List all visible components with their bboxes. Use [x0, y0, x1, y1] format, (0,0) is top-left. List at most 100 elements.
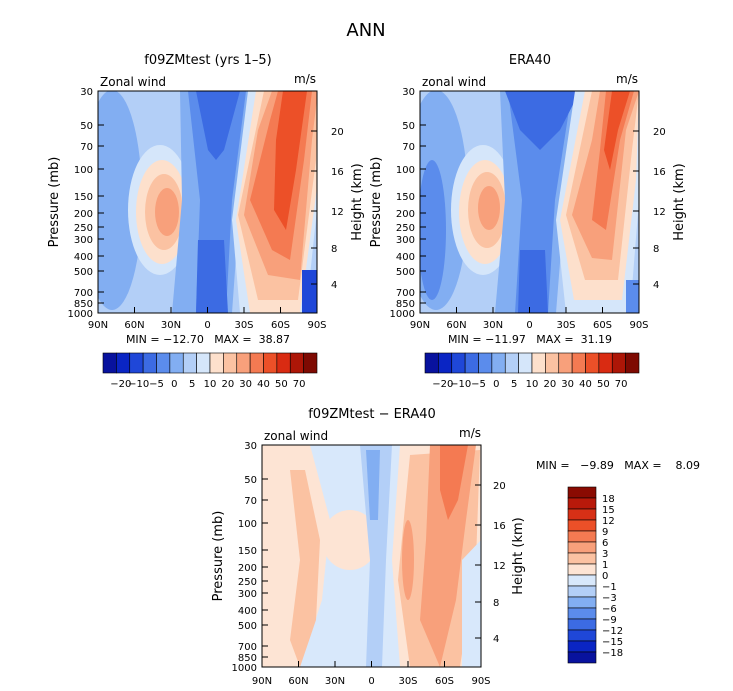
- panel-units: m/s: [616, 72, 638, 86]
- colorbar-swatch: [249, 352, 264, 374]
- colorbar-tick-label: 20: [221, 379, 234, 390]
- y2-tick-label: 20: [331, 127, 344, 138]
- heatmap-field: [420, 91, 639, 313]
- colorbar-tick-label: −18: [602, 648, 623, 659]
- colorbar-tick-label: 12: [602, 516, 615, 527]
- y-axis-label: Pressure (mb): [211, 511, 226, 602]
- colorbar-tick-label: 30: [561, 379, 574, 390]
- colorbar-swatch: [567, 607, 597, 620]
- y2-tick-label: 8: [331, 244, 337, 255]
- colorbar-swatch: [491, 352, 506, 374]
- colorbar-swatch: [567, 486, 597, 499]
- figure-title: ANN: [346, 20, 385, 41]
- y-tick-label: 250: [74, 223, 93, 234]
- colorbar-swatch: [303, 352, 318, 374]
- colorbar-swatch: [116, 352, 131, 374]
- colorbar-swatch: [567, 596, 597, 609]
- y-tick-label: 30: [402, 87, 415, 98]
- colorbar-tick-label: −15: [602, 637, 623, 648]
- colorbar-tick-label: −20: [110, 379, 131, 390]
- y2-axis-label: Height (km): [672, 163, 687, 240]
- colorbar-swatch: [182, 352, 197, 374]
- y-tick-label: 70: [80, 142, 93, 153]
- y-tick-label: 500: [238, 621, 257, 632]
- colorbar-swatch: [531, 352, 546, 374]
- y-tick-label: 50: [402, 121, 415, 132]
- y-tick-label: 100: [396, 165, 415, 176]
- colorbar-tick-label: 9: [602, 527, 608, 538]
- y-axis-pressure: 30 50 70 100 150 200 250 300 400 500 700…: [390, 87, 426, 320]
- panel-model: f09ZMtest (yrs 1–5) Zonal wind m/s 30 5: [47, 53, 365, 346]
- colorbar-swatch: [196, 352, 211, 374]
- x-tick-label: 90N: [88, 320, 108, 331]
- y-tick-label: 100: [238, 519, 257, 530]
- colorbar-tick-label: 3: [602, 549, 608, 560]
- panel-title: f09ZMtest (yrs 1–5): [144, 53, 271, 68]
- y2-axis-height: 20 16 12 8 4: [633, 127, 666, 291]
- y2-axis-height: 20 16 12 8 4: [311, 127, 344, 291]
- colorbar-swatch: [567, 497, 597, 510]
- y-tick-label: 700: [238, 642, 257, 653]
- colorbar-tick-label: 50: [597, 379, 610, 390]
- panel-title: ERA40: [509, 53, 551, 68]
- panel-units: m/s: [459, 426, 481, 440]
- x-tick-label: 60N: [288, 676, 308, 687]
- colorbar-tick-label: −6: [602, 604, 617, 615]
- y-tick-label: 150: [74, 192, 93, 203]
- y2-tick-label: 4: [493, 634, 499, 645]
- x-axis: 90N 60N 30N 0 30S 60S 90S: [88, 307, 327, 331]
- y-tick-label: 30: [80, 87, 93, 98]
- y-axis-pressure: 30 50 70 100 150 200 250 300 400 500 700…: [68, 87, 104, 320]
- y2-axis-label: Height (km): [511, 517, 526, 594]
- y-axis-label: Pressure (mb): [47, 157, 62, 248]
- x-tick-label: 30N: [325, 676, 345, 687]
- x-tick-label: 60N: [446, 320, 466, 331]
- x-tick-label: 30N: [483, 320, 503, 331]
- colorbar-swatch: [276, 352, 291, 374]
- y-tick-label: 850: [74, 299, 93, 310]
- y2-tick-label: 16: [493, 521, 506, 532]
- colorbar-swatch: [478, 352, 493, 374]
- colorbar-swatch: [102, 352, 117, 374]
- y-tick-label: 400: [396, 252, 415, 263]
- colorbar-swatch: [567, 508, 597, 521]
- colorbar-swatch: [567, 530, 597, 543]
- x-tick-label: 90N: [252, 676, 272, 687]
- colorbar-tick-label: 1: [602, 560, 608, 571]
- colorbar-tick-label: 15: [602, 505, 615, 516]
- colorbar-tick-label: −10: [128, 379, 149, 390]
- stats-min-max: MIN = −9.89 MAX = 8.09: [536, 459, 700, 472]
- y-tick-label: 700: [74, 288, 93, 299]
- y-tick-label: 250: [396, 223, 415, 234]
- colorbar-swatch: [567, 585, 597, 598]
- colorbar-tick-label: 40: [257, 379, 270, 390]
- x-tick-label: 60N: [124, 320, 144, 331]
- y2-axis-label: Height (km): [350, 163, 365, 240]
- colorbar-tick-label: −20: [432, 379, 453, 390]
- colorbar-tick-label: 70: [615, 379, 628, 390]
- panel-observations: ERA40 zonal wind m/s 30 50: [369, 53, 687, 346]
- y-axis-pressure: 30 50 70 100 150 200 250 300 400 500 700…: [232, 441, 268, 674]
- x-tick-label: 0: [368, 676, 374, 687]
- x-tick-label: 30S: [398, 676, 417, 687]
- heatmap-field: [98, 91, 317, 313]
- colorbar-swatch: [567, 563, 597, 576]
- y2-tick-label: 20: [493, 481, 506, 492]
- x-tick-label: 90S: [307, 320, 326, 331]
- y-tick-label: 850: [396, 299, 415, 310]
- colorbar-swatch: [451, 352, 466, 374]
- y2-tick-label: 12: [331, 207, 344, 218]
- y-tick-label: 500: [396, 267, 415, 278]
- colorbar-swatch: [424, 352, 439, 374]
- colorbar-tick-label: −5: [149, 379, 164, 390]
- panel-variable: zonal wind: [422, 75, 486, 89]
- colorbar-swatch: [545, 352, 560, 374]
- y-tick-label: 200: [396, 209, 415, 220]
- y2-tick-label: 12: [653, 207, 666, 218]
- panel-difference: f09ZMtest − ERA40 zonal wind m/s 30 50 7…: [211, 407, 700, 687]
- colorbar-swatch: [464, 352, 479, 374]
- colorbar-tick-label: 0: [171, 379, 177, 390]
- colorbar-tick-label: 20: [543, 379, 556, 390]
- y-tick-label: 850: [238, 653, 257, 664]
